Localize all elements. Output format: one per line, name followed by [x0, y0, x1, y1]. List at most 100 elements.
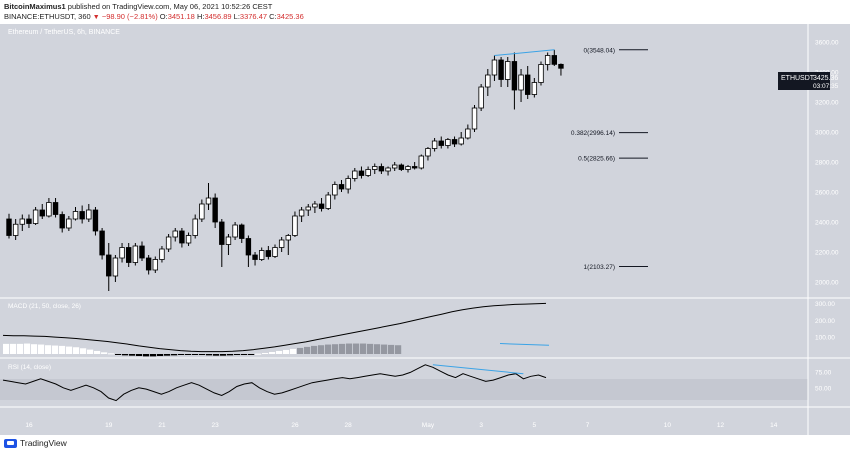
tradingview-icon — [4, 438, 17, 448]
fib-level-label: 0(3548.04) — [584, 47, 615, 54]
chart-area[interactable]: Ethereum / TetherUS, 6h, BINANCE MACD (2… — [0, 24, 850, 435]
macd-histogram-bar — [206, 354, 213, 356]
macd-histogram-bar — [374, 344, 381, 354]
candle-body — [378, 166, 385, 172]
macd-histogram-bar — [45, 345, 52, 354]
candle-body — [445, 139, 451, 146]
price-tick-label: 3600.00 — [815, 40, 839, 47]
candle-body — [145, 257, 152, 271]
ohlc-c-label: C: — [269, 12, 277, 21]
time-tick-label: 16 — [25, 422, 33, 429]
time-tick-label: May — [422, 422, 435, 429]
candle-body — [72, 211, 79, 220]
macd-histogram-bar — [31, 344, 38, 354]
macd-histogram-bar — [80, 348, 87, 354]
ohlc-o-label: O: — [159, 12, 168, 21]
macd-histogram-bar — [325, 344, 332, 354]
rsi-divergence-line — [432, 364, 524, 375]
macd-histogram-bar — [115, 354, 122, 355]
chart-svg[interactable]: Ethereum / TetherUS, 6h, BINANCE MACD (2… — [0, 24, 850, 435]
candle-body — [558, 63, 564, 69]
candle-body — [26, 218, 32, 224]
candle-body — [372, 166, 378, 170]
macd-tick-label: 200.00 — [815, 318, 835, 325]
candle-body — [525, 74, 531, 95]
candle-body — [66, 218, 72, 229]
candle-body — [6, 218, 12, 236]
brand-name: TradingView — [20, 438, 67, 448]
macd-histogram-bar — [178, 354, 185, 355]
macd-histogram-bar — [367, 343, 374, 354]
time-tick-label: 26 — [291, 422, 299, 429]
candle-body — [358, 170, 365, 176]
time-tick-label: 7 — [586, 422, 590, 429]
macd-tick-label: 300.00 — [815, 301, 835, 308]
macd-histogram-bar — [171, 354, 178, 356]
macd-line — [2, 302, 547, 353]
macd-histogram-bar — [360, 343, 367, 354]
candle-body — [212, 197, 218, 223]
time-tick-label: 21 — [158, 422, 166, 429]
price-divergence-line — [494, 49, 555, 56]
publish-info: BitcoinMaximus1 published on TradingView… — [4, 2, 272, 11]
candle-body — [491, 59, 498, 76]
candle-body — [305, 206, 311, 211]
macd-histogram-bar — [66, 346, 73, 354]
rsi-axis[interactable]: 75.00 50.00 — [815, 369, 832, 392]
candle-body — [538, 64, 544, 83]
candle-body — [385, 167, 391, 172]
price-tag-symbol: ETHUSDT — [781, 75, 815, 82]
macd-histogram-bar — [381, 344, 388, 354]
macd-histogram-bar — [157, 354, 164, 357]
candle-body — [126, 247, 132, 263]
time-tick-label: 23 — [212, 422, 220, 429]
time-axis[interactable]: 161921232628May35710121417 — [25, 422, 850, 429]
macd-axis[interactable]: 300.00 200.00 100.00 — [815, 301, 835, 342]
candle-body — [551, 55, 557, 65]
time-tick-label: 3 — [479, 422, 483, 429]
candle-body — [185, 235, 192, 244]
candle-body — [19, 218, 25, 225]
candle-body — [199, 203, 205, 220]
candle-body — [431, 140, 438, 149]
candle-body — [505, 61, 511, 80]
fib-level-label: 0.382(2996.14) — [571, 130, 615, 137]
macd-histogram-bar — [143, 354, 150, 357]
candle-body — [112, 257, 119, 277]
candle-body — [92, 209, 99, 232]
macd-histogram-bar — [269, 351, 276, 354]
footer: TradingView — [0, 435, 850, 453]
price-tick-label: 3200.00 — [815, 100, 839, 107]
fib-retracement[interactable]: 0(3548.04) 0.382(2996.14) 0.5(2825.66) 1(21… — [571, 47, 648, 271]
candle-body — [232, 224, 238, 238]
macd-pane[interactable] — [0, 299, 808, 357]
author-name[interactable]: BitcoinMaximus1 — [4, 2, 66, 11]
candle-body — [59, 214, 65, 229]
macd-histogram-bar — [73, 347, 80, 354]
macd-histogram-bar — [185, 354, 192, 355]
ohlc-c: 3425.36 — [276, 12, 304, 21]
candle-body — [485, 74, 491, 88]
tradingview-logo[interactable]: TradingView — [4, 438, 67, 448]
candle-body — [86, 209, 92, 220]
price-tick-label: 2800.00 — [815, 160, 839, 167]
macd-histogram-bar — [332, 344, 339, 354]
candle-body — [318, 203, 325, 209]
price-tick-label: 3000.00 — [815, 130, 839, 137]
time-tick-label: 5 — [533, 422, 537, 429]
macd-histogram-bar — [52, 345, 59, 354]
candle-body — [292, 215, 298, 236]
candle-body — [258, 250, 265, 260]
rsi-tick-label: 75.00 — [815, 369, 832, 376]
header-bar: BitcoinMaximus1 published on TradingView… — [0, 0, 850, 24]
down-triangle-icon: ▼ — [92, 14, 100, 21]
candle-body — [159, 248, 165, 260]
macd-histogram-bar — [248, 354, 255, 355]
macd-histogram-bar — [262, 352, 269, 354]
divergence-lines[interactable] — [432, 49, 555, 375]
candle-body — [285, 235, 291, 241]
macd-histogram-bar — [150, 354, 157, 357]
price-tick-label: 2400.00 — [815, 220, 839, 227]
candle-body — [418, 155, 424, 169]
candle-body — [152, 259, 158, 271]
